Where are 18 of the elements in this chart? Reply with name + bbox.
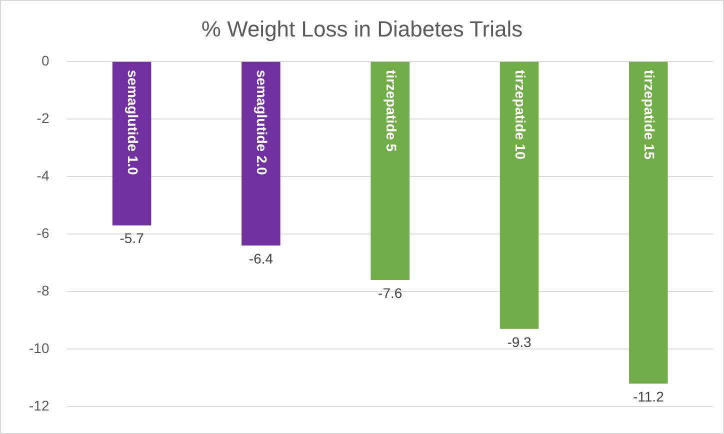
- data-label: -11.2: [632, 388, 664, 404]
- data-label: -6.4: [248, 250, 274, 266]
- data-label: -9.3: [507, 334, 532, 350]
- data-label: -7.6: [378, 284, 402, 301]
- x-tick-label: tirzepatide 5: [383, 70, 400, 152]
- x-tick-label: semaglutide 1.0: [124, 70, 141, 176]
- y-tick-label: -12: [29, 397, 50, 414]
- y-tick-label: -6: [36, 224, 50, 241]
- data-label: -5.7: [120, 230, 144, 246]
- x-tick-label: tirzepatide 10: [512, 70, 528, 160]
- y-tick-label: -10: [29, 340, 50, 356]
- chart-title: % Weight Loss in Diabetes Trials: [201, 16, 523, 42]
- x-tick-label: tirzepatide 15: [642, 70, 658, 160]
- x-tick-label: semaglutide 2.0: [254, 70, 270, 176]
- y-tick-label: 0: [41, 52, 50, 68]
- y-tick-label: -8: [36, 282, 50, 298]
- y-tick-label: -4: [36, 167, 50, 184]
- y-tick-label: -2: [36, 110, 50, 126]
